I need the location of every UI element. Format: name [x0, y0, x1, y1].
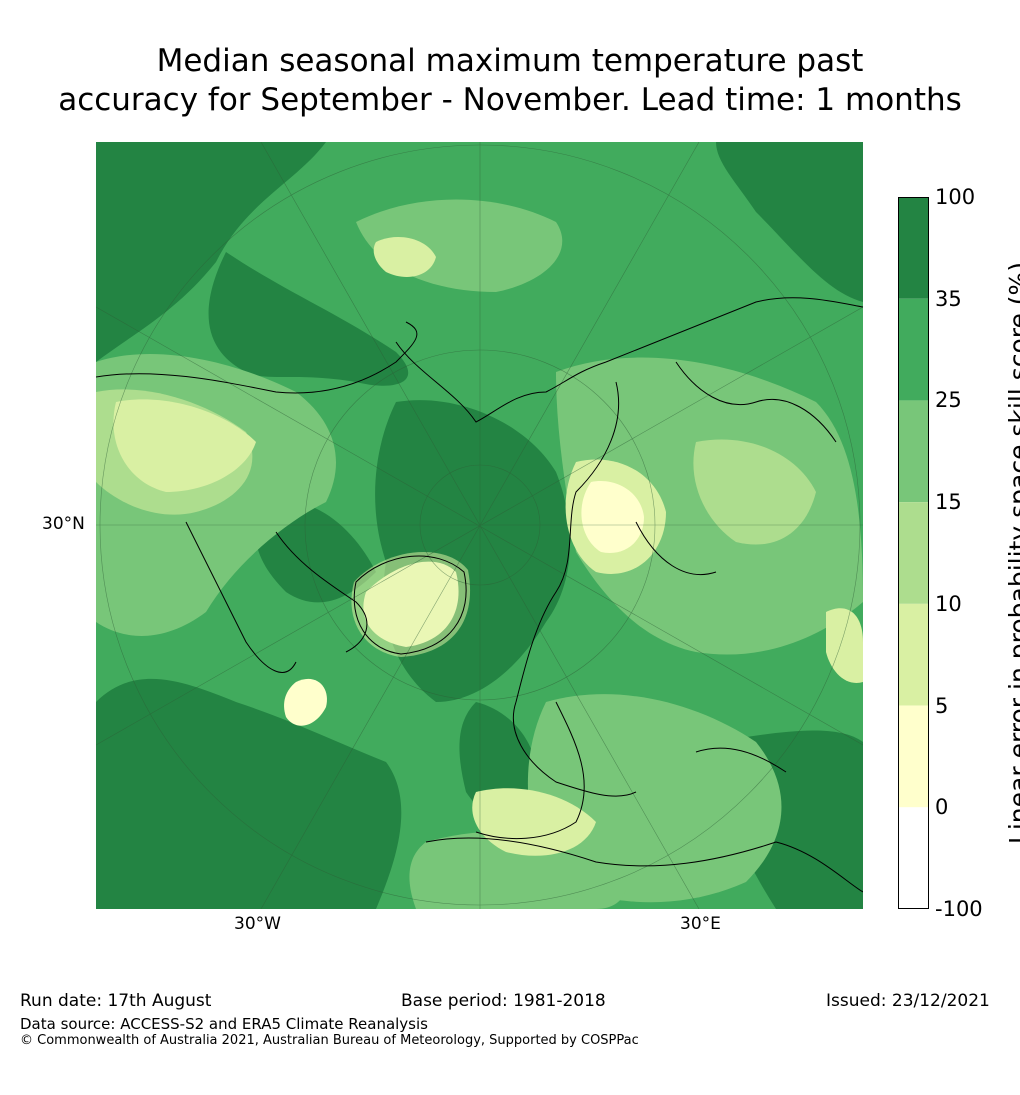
colorbar-tick-label: 100 — [935, 185, 976, 209]
colorbar-tick-label: 10 — [935, 591, 962, 616]
colorbar-bin — [898, 705, 929, 808]
region-atlantic-low — [284, 678, 327, 726]
region-north-pacific — [96, 142, 326, 362]
colorbar-tick-label: 35 — [935, 286, 962, 311]
region-north-africa — [409, 831, 627, 909]
data-source: Data source: ACCESS-S2 and ERA5 Climate … — [20, 1015, 428, 1033]
lon-label-30w: 30°W — [234, 914, 281, 934]
colorbar-bin — [898, 298, 929, 401]
region-east-edge — [826, 608, 863, 683]
lon-label-30e: 30°E — [680, 914, 721, 934]
region-eastern-asia — [716, 142, 863, 302]
coastlines — [96, 297, 863, 893]
colorbar-bin — [898, 807, 929, 909]
copyright: © Commonwealth of Australia 2021, Austra… — [20, 1033, 639, 1048]
colorbar-bin — [898, 603, 929, 706]
title-line-2: accuracy for September - November. Lead … — [58, 82, 962, 118]
region-greenland-edge — [351, 551, 471, 657]
lat-label-30n: 30°N — [42, 514, 85, 534]
region-west-siberia-core — [581, 481, 644, 553]
colorbar-tick-label: 25 — [935, 388, 962, 413]
title-line-1: Median seasonal maximum temperature past — [156, 43, 864, 79]
colorbar-tick-label: 0 — [935, 795, 949, 820]
region-taiga — [693, 439, 816, 545]
region-mediterranean-low — [472, 788, 596, 856]
colorbar-tick-label: -100 — [935, 897, 983, 921]
graticule — [96, 142, 863, 909]
run-date: Run date: 17th August — [20, 991, 212, 1011]
region-north-atlantic — [96, 678, 402, 909]
colorbar-tick-label: 15 — [935, 490, 962, 515]
colorbar-label: Linear error in probability space skill … — [1004, 261, 1020, 845]
colorbar-bin — [898, 502, 929, 604]
region-arctic-upper — [208, 252, 409, 386]
colorbar-bin — [898, 197, 929, 299]
colorbar — [898, 197, 929, 909]
base-period: Base period: 1981-2018 — [401, 991, 606, 1011]
colorbar-border — [898, 197, 929, 909]
colorbar-bin — [898, 400, 929, 503]
region-alaska-low — [373, 237, 436, 277]
chart-title: Median seasonal maximum temperature past… — [0, 42, 1020, 120]
region-na-core — [113, 399, 256, 492]
issued-date: Issued: 23/12/2021 — [826, 991, 990, 1011]
colorbar-tick-label: 5 — [935, 693, 949, 718]
skill-score-map — [96, 142, 863, 909]
